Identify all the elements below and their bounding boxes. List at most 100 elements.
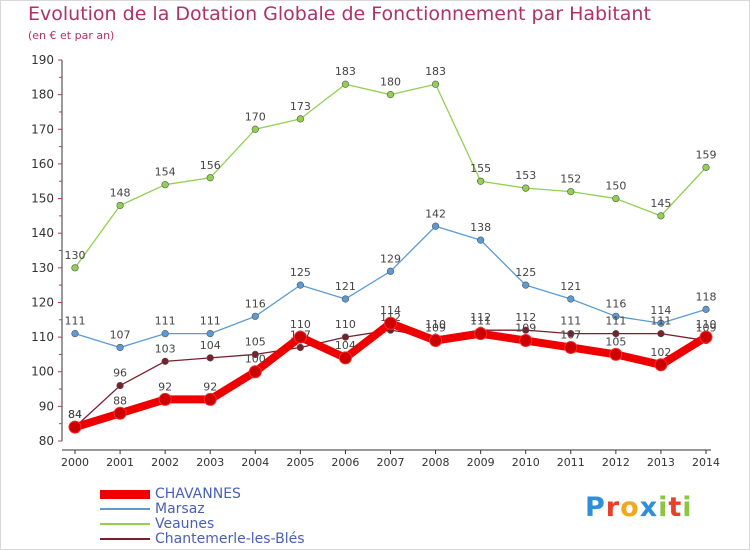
data-point: [612, 194, 620, 203]
x-tick-label: 2003: [196, 456, 224, 469]
x-tick-label: 2007: [377, 456, 405, 469]
data-label: 111: [560, 315, 581, 328]
logo-letter: o: [620, 492, 640, 523]
data-point: [206, 354, 214, 362]
data-point: [384, 316, 397, 330]
data-point: [657, 319, 665, 327]
data-point: [341, 333, 350, 341]
data-point: [296, 115, 304, 123]
data-point: [338, 351, 352, 365]
logo-letter: x: [639, 492, 659, 523]
data-point: [612, 330, 620, 338]
data-point: [519, 334, 533, 348]
data-point: [341, 295, 350, 303]
data-label: 111: [65, 315, 86, 328]
data-label: 153: [515, 169, 536, 182]
series-2: 130 148 154 156 170 173 183 180 183 155 153 152 150 1…: [65, 65, 717, 272]
data-label: 148: [110, 186, 131, 199]
data-label: 183: [425, 65, 446, 78]
y-tick-label: 170: [31, 122, 54, 136]
data-point: [386, 91, 395, 99]
data-point: [567, 295, 575, 303]
data-label: 142: [425, 207, 446, 220]
data-label: 103: [155, 342, 176, 355]
data-label: 100: [245, 353, 266, 366]
x-tick-label: 2005: [286, 456, 314, 469]
legend-swatch: [100, 508, 150, 510]
x-tick-label: 2000: [61, 456, 89, 469]
data-label: 116: [605, 297, 626, 310]
data-point: [206, 330, 214, 338]
data-label: 159: [696, 148, 717, 161]
data-point: [116, 381, 124, 390]
data-label: 118: [696, 290, 717, 303]
data-label: 145: [650, 197, 671, 210]
data-point: [251, 125, 259, 133]
y-tick-label: 140: [31, 226, 54, 240]
data-label: 173: [290, 100, 311, 113]
logo-letter: t: [668, 492, 683, 523]
data-label: 125: [290, 266, 311, 279]
legend-label: Veaunes: [155, 516, 215, 532]
data-label: 110: [425, 318, 446, 331]
data-label: 105: [245, 335, 266, 348]
data-point: [702, 163, 710, 171]
data-point: [654, 358, 668, 372]
data-point: [474, 327, 488, 341]
data-label: 107: [560, 328, 581, 341]
data-label: 183: [335, 65, 356, 78]
data-label: 110: [696, 318, 717, 331]
data-label: 121: [560, 280, 581, 293]
data-point: [657, 330, 665, 338]
data-label: 121: [335, 280, 356, 293]
y-tick-label: 160: [31, 157, 54, 171]
data-label: 138: [470, 221, 491, 234]
data-point: [161, 357, 169, 365]
data-label: 180: [380, 76, 401, 89]
data-point: [431, 80, 440, 88]
y-tick-label: 130: [31, 261, 54, 275]
data-point: [116, 343, 124, 352]
logo-letter: i: [682, 492, 693, 523]
data-label: 125: [515, 266, 536, 279]
y-tick-label: 120: [31, 295, 54, 309]
data-label: 104: [335, 339, 356, 352]
data-label: 111: [155, 315, 176, 328]
legend-swatch: [100, 489, 150, 499]
data-point: [564, 340, 578, 354]
data-point: [657, 212, 665, 220]
data-label: 112: [515, 311, 536, 324]
y-tick-label: 100: [31, 365, 54, 379]
x-tick-label: 2012: [602, 456, 630, 469]
data-label: 96: [113, 367, 127, 380]
data-label: 107: [110, 328, 131, 341]
x-tick-label: 2008: [422, 456, 450, 469]
data-point: [477, 236, 485, 244]
legend-swatch: [100, 523, 150, 525]
data-label: 114: [380, 304, 401, 317]
data-point: [522, 281, 530, 289]
logo-letter: i: [658, 492, 669, 523]
data-point: [248, 365, 262, 379]
chart-subtitle: (en € et par an): [28, 29, 115, 42]
data-point: [251, 350, 259, 359]
data-point: [609, 347, 623, 361]
data-point: [68, 420, 82, 434]
data-label: 130: [65, 249, 86, 262]
data-point: [699, 330, 713, 344]
data-label: 111: [650, 315, 671, 328]
y-tick-label: 110: [31, 330, 54, 344]
legend-label: Chantemerle-les-Blés: [155, 531, 305, 547]
data-point: [522, 326, 530, 334]
data-point: [113, 406, 127, 420]
data-point: [477, 177, 485, 185]
data-point: [702, 305, 710, 313]
y-tick-label: 150: [31, 192, 54, 206]
data-label: 111: [605, 315, 626, 328]
data-point: [293, 330, 307, 344]
data-point: [296, 281, 304, 289]
legend-label: CHAVANNES: [155, 486, 241, 502]
x-tick-label: 2013: [647, 456, 675, 469]
